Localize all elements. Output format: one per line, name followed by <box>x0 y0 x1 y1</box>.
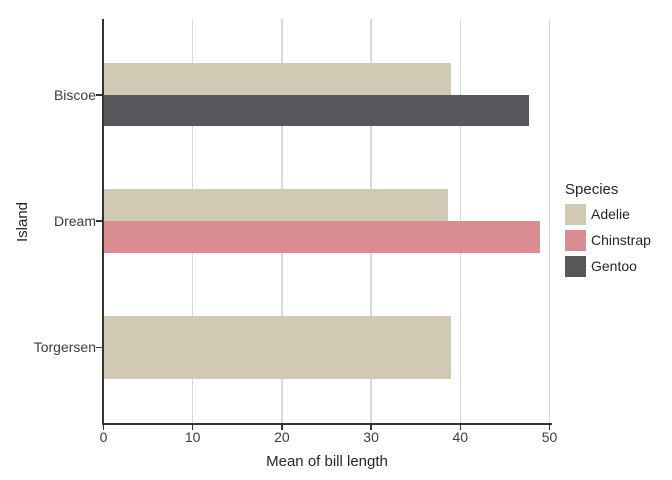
bar-dream-adelie <box>103 189 448 221</box>
x-gridline-50 <box>548 19 551 423</box>
legend-item-adelie: Adelie <box>565 204 651 225</box>
y-tick-Dream <box>96 220 102 222</box>
legend-item-chinstrap: Chinstrap <box>565 230 651 251</box>
x-axis-title: Mean of bill length <box>266 453 388 470</box>
x-tick-20 <box>281 424 283 430</box>
legend-item-label: Chinstrap <box>591 232 651 248</box>
legend-item-gentoo: Gentoo <box>565 256 651 277</box>
bar-biscoe-adelie <box>103 63 452 95</box>
x-tick-0 <box>102 424 105 430</box>
x-tick-40 <box>459 424 462 430</box>
x-axis-line <box>102 423 552 425</box>
bar-dream-chinstrap <box>103 221 540 253</box>
x-tick-10 <box>191 424 194 430</box>
x-tick-50 <box>548 424 551 430</box>
x-tick-label-10: 10 <box>184 429 201 445</box>
y-category-label-Biscoe: Biscoe <box>53 86 96 103</box>
x-tick-label-30: 30 <box>363 429 379 445</box>
y-tick-Torgersen <box>96 346 102 348</box>
legend: Species Adelie Chinstrap Gentoo <box>565 181 651 282</box>
x-tick-label-20: 20 <box>274 429 290 445</box>
legend-items: Adelie Chinstrap Gentoo <box>565 204 651 277</box>
y-category-label-Torgersen: Torgersen <box>33 339 96 356</box>
x-tick-30 <box>370 424 372 430</box>
legend-title: Species <box>565 181 619 198</box>
bar-torgersen-adelie <box>103 315 452 379</box>
legend-swatch-gentoo <box>565 256 586 277</box>
bar-biscoe-gentoo <box>103 94 529 127</box>
x-tick-label-50: 50 <box>541 429 558 445</box>
y-axis-line <box>102 19 104 425</box>
legend-item-label: Adelie <box>591 206 630 222</box>
legend-item-label: Gentoo <box>591 258 637 274</box>
plot-panel <box>96 19 552 430</box>
x-tick-label-40: 40 <box>452 429 469 445</box>
x-tick-label-0: 0 <box>99 429 108 445</box>
y-category-label-Dream: Dream <box>53 213 96 229</box>
y-tick-Biscoe <box>96 94 102 96</box>
legend-swatch-chinstrap <box>565 230 586 251</box>
legend-swatch-adelie <box>565 204 586 225</box>
